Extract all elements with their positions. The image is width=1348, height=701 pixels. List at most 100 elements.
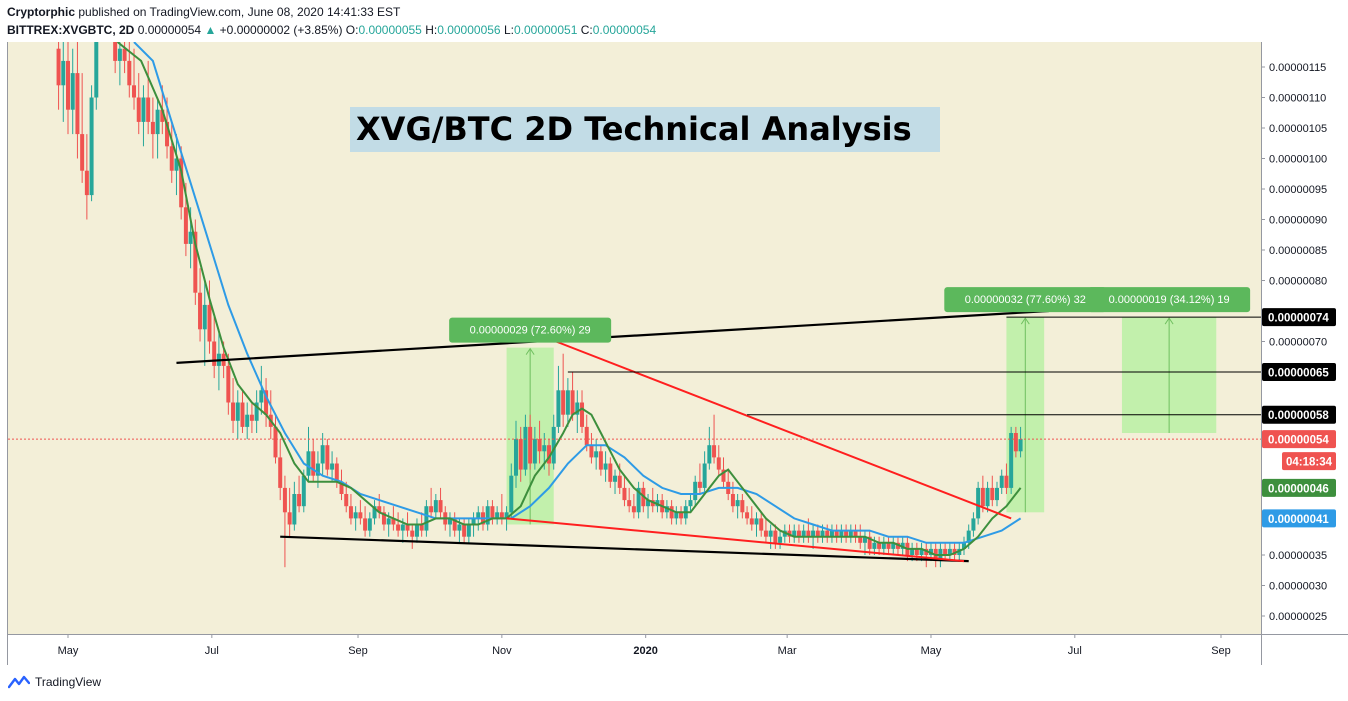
symbol-name[interactable]: BITTREX:XVGBTC, 2D (7, 23, 135, 37)
chart-title: XVG/BTC 2D Technical Analysis (356, 110, 912, 148)
candle-body (240, 402, 245, 427)
candle-body (980, 487, 985, 507)
candle-body (141, 97, 146, 122)
candle-body (740, 500, 745, 513)
red-trendline (506, 517, 965, 563)
candle-body (495, 512, 500, 519)
candle-body (339, 481, 344, 494)
candle-body (995, 487, 1000, 501)
candle-body (881, 542, 886, 549)
candle-body (447, 518, 452, 525)
candle-body (570, 390, 575, 415)
time-tick-label: 2020 (633, 645, 657, 657)
candle-body (867, 536, 872, 549)
candle-body (844, 530, 849, 537)
moving-averages (116, 42, 1022, 556)
candle-body (61, 60, 66, 86)
measure-arrow-head (1020, 317, 1030, 325)
candle-body (367, 518, 372, 531)
candle-body (504, 512, 509, 519)
price-tick-label: 0.00000025 (1269, 611, 1327, 623)
candle-body (315, 463, 320, 476)
candle-body (282, 487, 287, 513)
candle-body (231, 402, 236, 421)
brand-name: TradingView (35, 675, 102, 689)
candle-body (646, 500, 651, 507)
candle-body (405, 524, 410, 531)
candle-body (381, 512, 386, 525)
time-axis-background (7, 634, 1348, 665)
candle-body (334, 463, 339, 482)
candle-body (84, 170, 89, 196)
chart-canvas[interactable]: 0.00000029 (72.60%) 29 0.00000032 (77.60%… (0, 42, 1348, 665)
candle-body (528, 426, 533, 464)
candle-body (759, 518, 764, 531)
candle-body (862, 536, 867, 543)
candle-body (372, 506, 377, 519)
candle-body (815, 530, 820, 537)
candle-body (985, 487, 990, 507)
ma-fast-label: 0.00000046 (1268, 483, 1329, 495)
candle-body (1018, 439, 1023, 452)
measure-label-box (944, 287, 1107, 313)
open-value: 0.00000055 (358, 23, 422, 37)
candle-body (1013, 433, 1018, 452)
author-name[interactable]: Cryptorphic (7, 5, 76, 19)
candle-body (796, 530, 801, 537)
candle-body (829, 530, 834, 537)
candle-body (872, 542, 877, 549)
candle-body (273, 426, 278, 458)
time-tick-label: Jul (1068, 645, 1082, 657)
price-axis-ticks: 0.00000025 0.00000030 0.00000035 0.00000070… (1261, 62, 1327, 623)
candle-body (768, 530, 773, 537)
candle-body (575, 402, 580, 415)
candle-body (702, 463, 707, 488)
horizontal-levels (8, 316, 1261, 440)
candle-body (613, 475, 618, 482)
time-axis-ticks: May Jul Sep Nov 2020 Mar May Jul Sep (58, 634, 1231, 657)
candle-body (165, 121, 170, 147)
candle-body (556, 390, 561, 427)
countdown-bg (1282, 452, 1336, 471)
low-label: L: (503, 23, 514, 37)
last-price: 0.00000054 (137, 23, 202, 37)
candle-body (914, 548, 919, 555)
candle-body (565, 390, 570, 415)
candle-body (122, 48, 127, 61)
low-value: 0.00000051 (513, 23, 578, 37)
candle-body (754, 518, 759, 525)
candle-body (877, 542, 882, 549)
price-tick-label: 0.00000035 (1269, 550, 1327, 562)
candle-body (891, 542, 896, 549)
candle-body (617, 475, 622, 488)
candle-body (811, 530, 816, 537)
candle-body (136, 97, 141, 122)
price-tick-label: 0.00000095 (1269, 184, 1327, 196)
candle-body (70, 73, 75, 110)
candle-body (466, 524, 471, 537)
candle-body (377, 506, 382, 513)
candle-body (820, 530, 825, 537)
candle-body (971, 518, 976, 531)
price-axis-background (1261, 42, 1348, 634)
candle-body (853, 530, 858, 537)
publish-info: Cryptorphic published on TradingView.com… (7, 5, 400, 19)
candle-body (707, 445, 712, 464)
candle-body (730, 494, 735, 507)
candle-body (547, 445, 552, 464)
candle-body (839, 530, 844, 537)
candle-body (961, 542, 966, 549)
ma-slow-line (133, 42, 1022, 544)
candle-body (716, 457, 721, 470)
measure-label-text: 0.00000019 (34.12%) 19 (1109, 294, 1230, 306)
candle-body (348, 506, 353, 519)
candle-body (419, 524, 424, 531)
candle-body (966, 530, 971, 543)
ma-fast-label-bg (1262, 478, 1336, 497)
candle-body (523, 426, 528, 470)
candle-body (589, 445, 594, 458)
candle-body (627, 500, 632, 507)
candle-body (773, 530, 778, 543)
candle-body (561, 390, 566, 415)
tradingview-logo[interactable]: TradingView (8, 675, 101, 689)
